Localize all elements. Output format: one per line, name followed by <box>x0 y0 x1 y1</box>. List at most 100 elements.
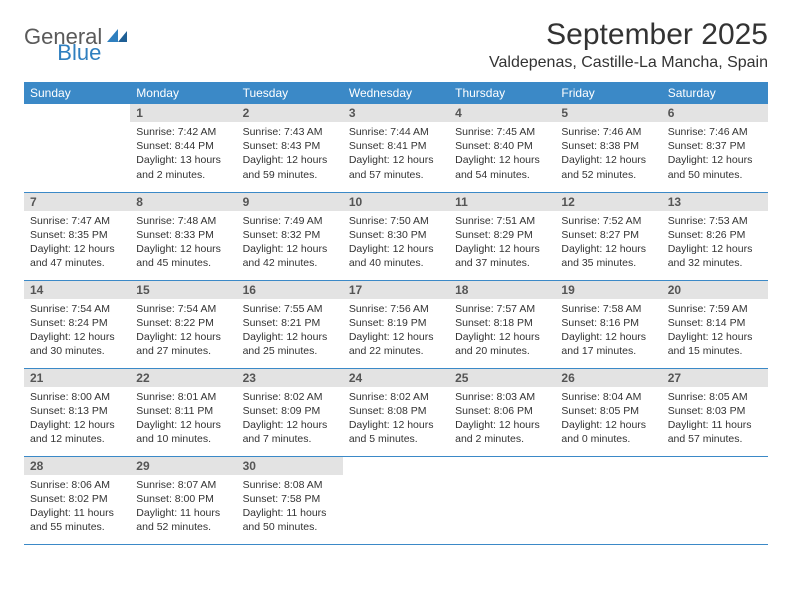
daylight-line: Daylight: 11 hours and 50 minutes. <box>243 506 337 534</box>
sunrise-line: Sunrise: 7:46 AM <box>668 125 762 139</box>
weekday-header: Friday <box>555 82 661 104</box>
sunset-line: Sunset: 8:38 PM <box>561 139 655 153</box>
sunset-line: Sunset: 8:41 PM <box>349 139 443 153</box>
day-number: 30 <box>237 457 343 475</box>
day-cell: 25Sunrise: 8:03 AMSunset: 8:06 PMDayligh… <box>449 368 555 456</box>
day-number: 15 <box>130 281 236 299</box>
sunrise-line: Sunrise: 7:45 AM <box>455 125 549 139</box>
day-cell <box>449 456 555 544</box>
day-number: 27 <box>662 369 768 387</box>
day-details: Sunrise: 7:51 AMSunset: 8:29 PMDaylight:… <box>449 211 555 277</box>
day-cell: 30Sunrise: 8:08 AMSunset: 7:58 PMDayligh… <box>237 456 343 544</box>
sunset-line: Sunset: 8:44 PM <box>136 139 230 153</box>
day-cell: 13Sunrise: 7:53 AMSunset: 8:26 PMDayligh… <box>662 192 768 280</box>
sunset-line: Sunset: 8:30 PM <box>349 228 443 242</box>
day-number: 8 <box>130 193 236 211</box>
day-number: 9 <box>237 193 343 211</box>
sunset-line: Sunset: 8:16 PM <box>561 316 655 330</box>
sunrise-line: Sunrise: 7:50 AM <box>349 214 443 228</box>
sunrise-line: Sunrise: 7:47 AM <box>30 214 124 228</box>
day-number: 20 <box>662 281 768 299</box>
day-cell: 2Sunrise: 7:43 AMSunset: 8:43 PMDaylight… <box>237 104 343 192</box>
sunrise-line: Sunrise: 7:51 AM <box>455 214 549 228</box>
sunrise-line: Sunrise: 8:02 AM <box>243 390 337 404</box>
sunset-line: Sunset: 8:40 PM <box>455 139 549 153</box>
weekday-header-row: Sunday Monday Tuesday Wednesday Thursday… <box>24 82 768 104</box>
sunrise-line: Sunrise: 7:56 AM <box>349 302 443 316</box>
week-row: 21Sunrise: 8:00 AMSunset: 8:13 PMDayligh… <box>24 368 768 456</box>
sunset-line: Sunset: 8:11 PM <box>136 404 230 418</box>
logo-mark-icon <box>107 27 129 48</box>
daylight-line: Daylight: 12 hours and 37 minutes. <box>455 242 549 270</box>
sunrise-line: Sunrise: 7:57 AM <box>455 302 549 316</box>
calendar-table: Sunday Monday Tuesday Wednesday Thursday… <box>24 82 768 545</box>
sunset-line: Sunset: 7:58 PM <box>243 492 337 506</box>
sunset-line: Sunset: 8:26 PM <box>668 228 762 242</box>
sunset-line: Sunset: 8:35 PM <box>30 228 124 242</box>
day-number: 7 <box>24 193 130 211</box>
day-details: Sunrise: 7:46 AMSunset: 8:38 PMDaylight:… <box>555 122 661 188</box>
sunrise-line: Sunrise: 8:05 AM <box>668 390 762 404</box>
sunrise-line: Sunrise: 7:54 AM <box>30 302 124 316</box>
day-cell: 17Sunrise: 7:56 AMSunset: 8:19 PMDayligh… <box>343 280 449 368</box>
day-number-empty <box>343 457 449 475</box>
day-number: 5 <box>555 104 661 122</box>
sunset-line: Sunset: 8:09 PM <box>243 404 337 418</box>
sunrise-line: Sunrise: 8:00 AM <box>30 390 124 404</box>
sunrise-line: Sunrise: 7:48 AM <box>136 214 230 228</box>
sunrise-line: Sunrise: 7:54 AM <box>136 302 230 316</box>
day-number: 21 <box>24 369 130 387</box>
weekday-header: Saturday <box>662 82 768 104</box>
daylight-line: Daylight: 12 hours and 20 minutes. <box>455 330 549 358</box>
daylight-line: Daylight: 12 hours and 15 minutes. <box>668 330 762 358</box>
day-details: Sunrise: 8:05 AMSunset: 8:03 PMDaylight:… <box>662 387 768 453</box>
sunset-line: Sunset: 8:13 PM <box>30 404 124 418</box>
daylight-line: Daylight: 12 hours and 2 minutes. <box>455 418 549 446</box>
day-number: 3 <box>343 104 449 122</box>
day-details: Sunrise: 8:00 AMSunset: 8:13 PMDaylight:… <box>24 387 130 453</box>
sunset-line: Sunset: 8:27 PM <box>561 228 655 242</box>
header: General Blue September 2025 Valdepenas, … <box>24 18 768 72</box>
day-details: Sunrise: 7:50 AMSunset: 8:30 PMDaylight:… <box>343 211 449 277</box>
daylight-line: Daylight: 12 hours and 0 minutes. <box>561 418 655 446</box>
day-number: 18 <box>449 281 555 299</box>
sunrise-line: Sunrise: 7:46 AM <box>561 125 655 139</box>
sunrise-line: Sunrise: 7:42 AM <box>136 125 230 139</box>
day-cell: 12Sunrise: 7:52 AMSunset: 8:27 PMDayligh… <box>555 192 661 280</box>
daylight-line: Daylight: 12 hours and 50 minutes. <box>668 153 762 181</box>
sunset-line: Sunset: 8:29 PM <box>455 228 549 242</box>
day-details: Sunrise: 8:01 AMSunset: 8:11 PMDaylight:… <box>130 387 236 453</box>
daylight-line: Daylight: 12 hours and 32 minutes. <box>668 242 762 270</box>
day-cell <box>24 104 130 192</box>
day-details: Sunrise: 8:03 AMSunset: 8:06 PMDaylight:… <box>449 387 555 453</box>
sunrise-line: Sunrise: 8:04 AM <box>561 390 655 404</box>
weekday-header: Wednesday <box>343 82 449 104</box>
daylight-line: Daylight: 12 hours and 7 minutes. <box>243 418 337 446</box>
day-details: Sunrise: 7:42 AMSunset: 8:44 PMDaylight:… <box>130 122 236 188</box>
day-cell: 1Sunrise: 7:42 AMSunset: 8:44 PMDaylight… <box>130 104 236 192</box>
sunrise-line: Sunrise: 7:59 AM <box>668 302 762 316</box>
daylight-line: Daylight: 12 hours and 47 minutes. <box>30 242 124 270</box>
day-details: Sunrise: 7:59 AMSunset: 8:14 PMDaylight:… <box>662 299 768 365</box>
daylight-line: Daylight: 12 hours and 59 minutes. <box>243 153 337 181</box>
sunrise-line: Sunrise: 8:06 AM <box>30 478 124 492</box>
weekday-header: Thursday <box>449 82 555 104</box>
day-details: Sunrise: 7:43 AMSunset: 8:43 PMDaylight:… <box>237 122 343 188</box>
day-number: 29 <box>130 457 236 475</box>
daylight-line: Daylight: 12 hours and 57 minutes. <box>349 153 443 181</box>
title-block: September 2025 Valdepenas, Castille-La M… <box>489 18 768 72</box>
day-number: 23 <box>237 369 343 387</box>
day-cell <box>343 456 449 544</box>
day-cell: 8Sunrise: 7:48 AMSunset: 8:33 PMDaylight… <box>130 192 236 280</box>
day-cell <box>662 456 768 544</box>
day-cell: 9Sunrise: 7:49 AMSunset: 8:32 PMDaylight… <box>237 192 343 280</box>
logo: General Blue <box>24 18 177 50</box>
sunset-line: Sunset: 8:37 PM <box>668 139 762 153</box>
day-details: Sunrise: 8:08 AMSunset: 7:58 PMDaylight:… <box>237 475 343 541</box>
page-title: September 2025 <box>489 18 768 52</box>
day-cell: 6Sunrise: 7:46 AMSunset: 8:37 PMDaylight… <box>662 104 768 192</box>
daylight-line: Daylight: 12 hours and 52 minutes. <box>561 153 655 181</box>
day-details: Sunrise: 7:52 AMSunset: 8:27 PMDaylight:… <box>555 211 661 277</box>
day-details: Sunrise: 7:57 AMSunset: 8:18 PMDaylight:… <box>449 299 555 365</box>
day-number-empty <box>662 457 768 475</box>
